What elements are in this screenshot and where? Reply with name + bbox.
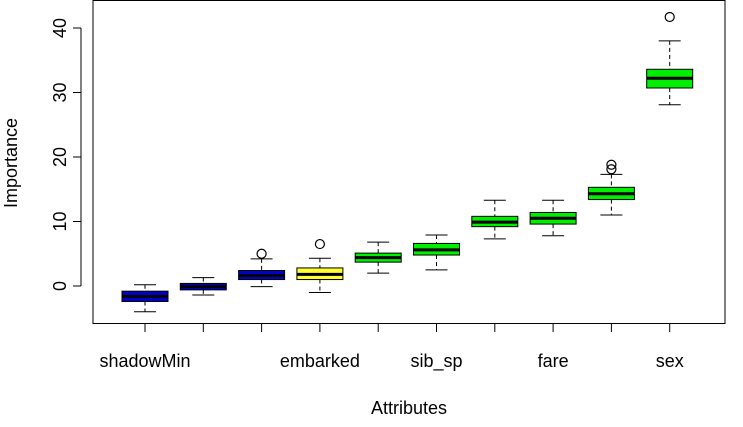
x-tick-label: sib_sp xyxy=(410,351,462,372)
outlier-point xyxy=(664,11,675,23)
outlier-point xyxy=(256,248,267,259)
plot-area-frame xyxy=(92,0,726,324)
x-tick-labels: shadowMin embarked sib_sp fare sex xyxy=(99,324,684,372)
y-axis: 0 10 20 30 40 xyxy=(50,18,82,291)
box-attribute-9 xyxy=(587,159,635,216)
box-attribute-5 xyxy=(354,241,402,274)
x-tick-label: sex xyxy=(656,351,684,371)
x-tick-label: embarked xyxy=(280,351,360,371)
x-tick-label: fare xyxy=(538,351,569,371)
box-sib_sp xyxy=(413,234,460,271)
boxes-group xyxy=(121,11,694,313)
y-tick-label: 40 xyxy=(50,18,70,38)
x-axis-title: Attributes xyxy=(371,398,447,418)
outlier-point xyxy=(314,238,325,250)
outlier-point xyxy=(606,159,617,170)
box-attribute-7 xyxy=(471,199,519,240)
outlier-point xyxy=(606,164,617,175)
y-axis-title: Importance xyxy=(1,118,21,208)
y-tick-label: 10 xyxy=(50,211,70,231)
box-embarked xyxy=(296,238,344,293)
y-tick-label: 0 xyxy=(50,281,70,291)
box-attribute-2 xyxy=(179,277,227,296)
box-attribute-3 xyxy=(238,248,286,288)
x-tick-label: shadowMin xyxy=(99,351,190,371)
box-shadowMin xyxy=(121,284,169,313)
box-fare xyxy=(529,199,577,237)
y-tick-label: 30 xyxy=(50,82,70,102)
box-sex xyxy=(646,11,694,106)
y-tick-label: 20 xyxy=(50,147,70,167)
